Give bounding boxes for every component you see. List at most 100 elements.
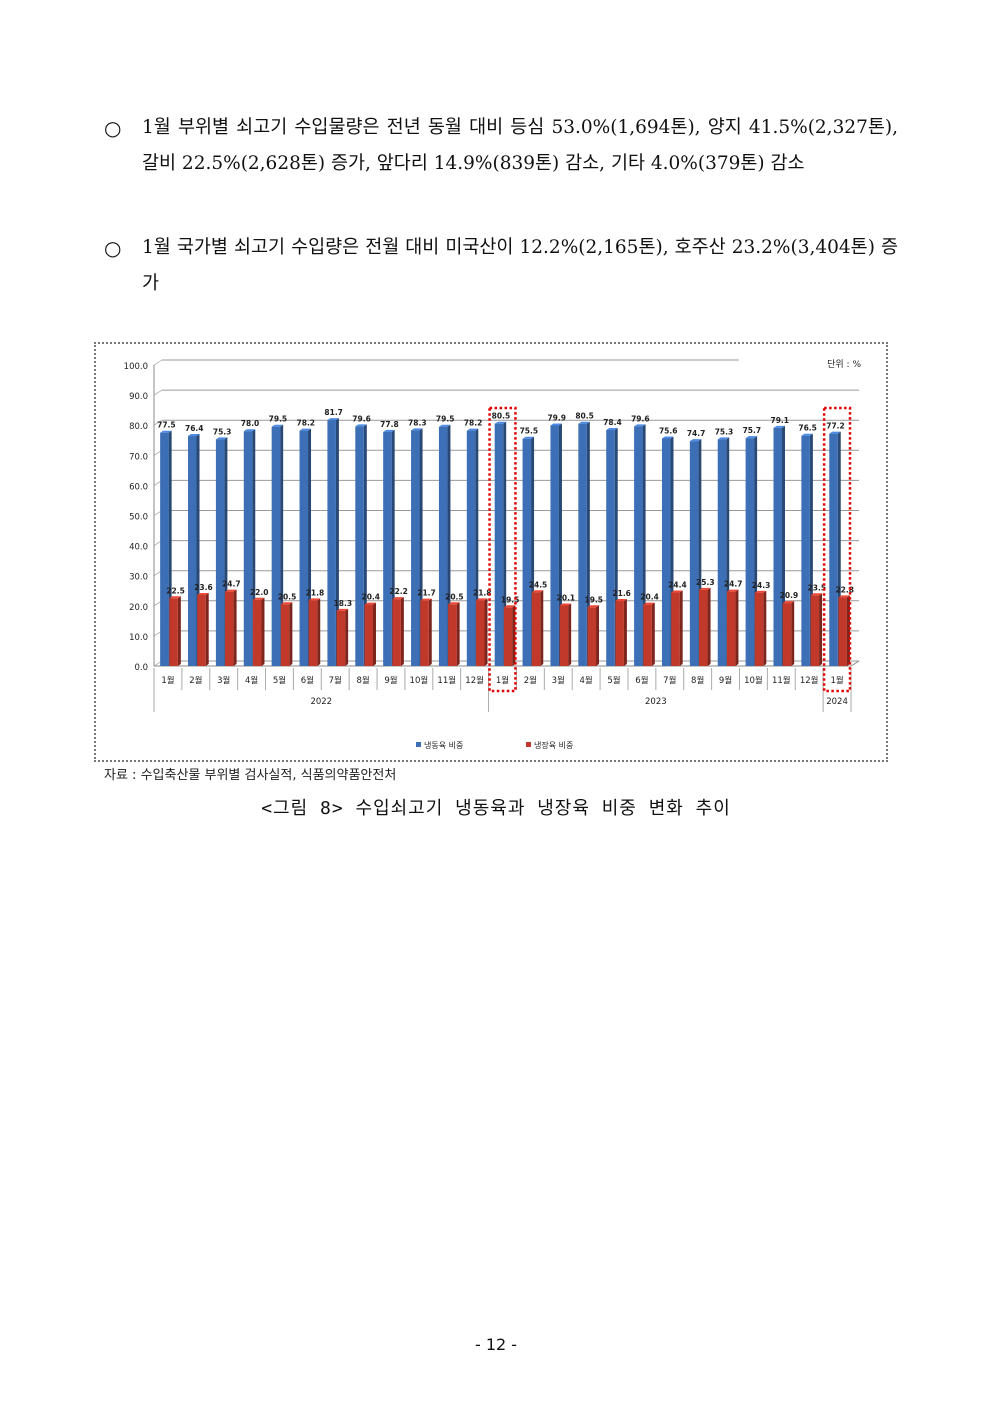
bar-chilled-side xyxy=(317,598,321,666)
bar-chart: 0.0 10.0 20.0 30.0 40.0 50.0 60.0 70.0 80.0 90.0 1… xyxy=(124,359,862,750)
bar-chilled xyxy=(308,600,318,666)
y-tick-label: 30.0 xyxy=(129,573,148,583)
bar-chilled xyxy=(336,610,346,666)
bar-chilled xyxy=(615,600,624,666)
data-label-frozen: 78.4 xyxy=(603,418,622,427)
bar-frozen xyxy=(745,438,755,666)
data-label-frozen: 80.5 xyxy=(575,412,594,421)
data-label-chilled: 20.4 xyxy=(640,593,659,602)
data-label-frozen: 79.9 xyxy=(547,414,566,423)
bar-chilled-top xyxy=(280,602,293,605)
x-tick-label: 5월 xyxy=(273,675,286,686)
bar-chilled-side xyxy=(205,592,209,666)
data-label-chilled: 22.5 xyxy=(166,586,185,595)
bar-chilled-top xyxy=(643,602,655,605)
bar-frozen xyxy=(689,441,699,666)
bar-frozen xyxy=(466,430,476,666)
bar-frozen-top xyxy=(634,424,646,427)
y-tick-label: 60.0 xyxy=(129,482,148,492)
bar-frozen-top xyxy=(160,430,172,433)
x-tick-label: 2월 xyxy=(189,675,202,686)
data-label-chilled: 19.5 xyxy=(585,595,604,604)
y-tick-label: 70.0 xyxy=(129,452,148,462)
bar-chilled-side xyxy=(707,587,711,666)
year-label: 2023 xyxy=(645,697,667,707)
bar-frozen xyxy=(578,423,587,666)
bar-frozen-top xyxy=(215,437,228,440)
bar-frozen xyxy=(299,430,309,666)
data-label-chilled: 18.3 xyxy=(334,599,353,608)
data-label-chilled: 21.8 xyxy=(473,588,492,597)
x-tick-label: 4월 xyxy=(245,675,258,686)
data-label-chilled: 22.8 xyxy=(835,585,854,594)
x-tick-label: 7월 xyxy=(663,675,676,686)
bar-frozen-top xyxy=(717,437,730,440)
bar-frozen xyxy=(438,426,448,666)
bar-frozen-top xyxy=(801,433,813,436)
bar-frozen-top xyxy=(466,428,479,431)
data-label-chilled: 23.6 xyxy=(194,583,213,592)
x-tick-label: 10월 xyxy=(410,675,429,686)
bar-chilled xyxy=(587,607,597,666)
bar-chilled-top xyxy=(699,587,711,590)
bar-frozen xyxy=(801,435,810,666)
data-label-chilled: 22.2 xyxy=(389,587,408,596)
y-tick-label: 20.0 xyxy=(129,603,148,613)
bar-chilled-side xyxy=(651,602,655,666)
bar-chilled xyxy=(476,600,485,666)
bar-chilled xyxy=(197,594,206,666)
bar-frozen-top xyxy=(773,425,785,428)
bar-frozen xyxy=(522,438,532,666)
data-label-frozen: 79.5 xyxy=(269,415,288,424)
bullet-circle-icon: ○ xyxy=(104,116,122,140)
bar-chilled xyxy=(726,591,736,666)
bar-frozen-top xyxy=(438,424,451,427)
data-label-frozen: 75.3 xyxy=(213,427,232,436)
data-label-chilled: 22.0 xyxy=(250,588,269,597)
legend-label-frozen: 냉동육 비중 xyxy=(424,740,463,750)
bar-frozen-top xyxy=(327,418,339,421)
bar-chilled-top xyxy=(587,605,600,608)
bar-frozen-side xyxy=(586,421,590,666)
x-tick-label: 1월 xyxy=(830,675,843,686)
data-label-frozen: 77.5 xyxy=(157,421,176,430)
bar-chilled xyxy=(503,607,513,666)
paragraph-2-text: 1월 국가별 쇠고기 수입량은 전월 대비 미국산이 12.2%(2,165톤)… xyxy=(142,237,898,294)
bar-frozen-top xyxy=(606,428,618,431)
bar-chilled-top xyxy=(726,589,739,592)
data-label-frozen: 77.8 xyxy=(380,420,399,429)
x-tick-label: 11월 xyxy=(772,675,791,686)
bar-chilled-top xyxy=(810,593,823,596)
bar-chilled-side xyxy=(345,608,349,666)
bar-frozen xyxy=(634,426,643,666)
bar-frozen xyxy=(411,430,420,666)
paragraph-1: ○ 1월 부위별 쇠고기 수입물량은 전년 동월 대비 등심 53.0%(1,6… xyxy=(104,110,898,182)
bar-frozen-top xyxy=(494,421,507,424)
bar-frozen-top xyxy=(299,428,312,431)
bar-chilled-side xyxy=(428,598,432,666)
bar-frozen-top xyxy=(578,421,590,424)
bullet-circle-icon: ○ xyxy=(104,236,122,260)
data-label-chilled: 25.3 xyxy=(696,578,715,587)
bar-chilled-side xyxy=(372,602,376,666)
bar-frozen xyxy=(829,433,838,666)
bar-chilled xyxy=(838,597,847,666)
data-label-frozen: 78.0 xyxy=(241,419,260,428)
bar-chilled-top xyxy=(531,590,544,593)
data-label-frozen: 76.4 xyxy=(185,424,204,433)
bar-chilled-top xyxy=(671,590,683,593)
data-label-frozen: 78.2 xyxy=(464,419,483,428)
bar-chilled-side xyxy=(596,605,600,666)
bar-chilled-side xyxy=(623,598,627,666)
year-label: 2024 xyxy=(826,697,848,707)
bar-frozen-top xyxy=(243,429,256,432)
bar-chilled xyxy=(810,595,820,666)
bar-chilled-top xyxy=(392,597,404,600)
bar-chilled xyxy=(364,604,373,666)
x-tick-label: 6월 xyxy=(635,675,648,686)
bar-chilled-top xyxy=(169,596,181,599)
bar-chilled-top xyxy=(782,601,795,604)
bar-chilled-top xyxy=(225,589,237,592)
bar-chilled-top xyxy=(754,590,767,593)
data-label-frozen: 81.7 xyxy=(324,408,343,417)
